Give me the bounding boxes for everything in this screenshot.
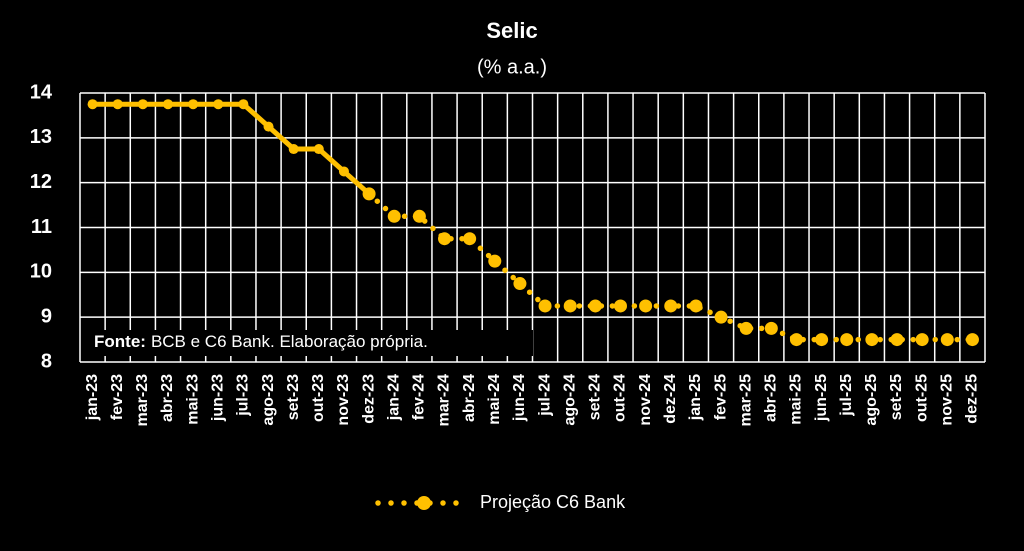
x-tick-label: jun-23 [209,374,226,422]
x-tick-label: mar-23 [134,374,151,427]
x-tick-label: ago-24 [561,374,578,426]
x-tick-label: out-25 [913,374,930,422]
source-note: Fonte: BCB e C6 Bank. Elaboração própria. [88,330,533,356]
point [313,144,324,155]
source-bg [88,330,533,356]
x-tick-label: mai-25 [788,374,805,425]
point [689,299,703,313]
x-tick-label: abr-23 [159,374,176,422]
point [664,299,678,313]
point [588,299,602,313]
point [613,299,627,313]
x-tick-label: out-24 [612,374,629,422]
x-tick-label: dez-23 [360,374,377,424]
y-tick-label: 10 [30,261,52,283]
point [513,277,527,291]
x-tick-label: mar-25 [737,374,754,427]
point [463,232,477,246]
x-tick-label: mai-24 [486,374,503,425]
x-tick-label: fev-23 [109,374,126,420]
x-tick-label: fev-24 [411,374,428,420]
point [890,333,904,347]
point [112,99,123,110]
point [387,209,401,223]
chart-subtitle: (% a.a.) [477,56,547,78]
chart-title: Selic [486,18,537,43]
point [739,321,753,335]
x-tick-label: jun-24 [511,374,528,422]
source-text: Fonte: BCB e C6 Bank. Elaboração própria. [94,332,428,351]
point [714,310,728,324]
point [213,99,224,110]
x-tick-label: set-25 [888,374,905,420]
x-tick-label: ago-23 [260,374,277,426]
x-tick-label: jul-23 [235,374,252,417]
y-tick-label: 13 [30,126,52,148]
x-tick-label: jun-25 [813,374,830,422]
point [263,121,274,132]
x-tick-label: fev-25 [712,374,729,420]
x-tick-label: out-23 [310,374,327,422]
point [362,187,376,201]
y-tick-label: 9 [41,305,52,327]
x-tick-label: dez-24 [662,374,679,424]
source-body: BCB e C6 Bank. Elaboração própria. [151,332,428,351]
y-tick-label: 12 [30,171,52,193]
y-tick-label: 14 [30,81,53,103]
x-tick-label: mar-24 [436,374,453,427]
y-tick-label: 11 [31,216,52,238]
point [137,99,148,110]
point [338,166,349,177]
point [865,333,879,347]
point [915,333,929,347]
point [238,99,249,110]
x-tick-label: nov-24 [637,374,654,426]
point [412,209,426,223]
x-tick-label: abr-25 [763,374,780,422]
point [162,99,173,110]
x-tick-label: set-23 [285,374,302,420]
point [639,299,653,313]
x-tick-label: nov-23 [335,374,352,426]
point [87,99,98,110]
x-tick-label: dez-25 [964,374,981,424]
point [188,99,199,110]
x-tick-label: jan-25 [687,374,704,421]
x-tick-label: nov-25 [939,374,956,426]
x-tick-label: ago-25 [863,374,880,426]
x-tick-label: set-24 [587,374,604,420]
legend-marker [417,496,431,510]
x-tick-label: jul-24 [536,374,553,417]
point [288,144,299,155]
source-label: Fonte: [94,332,146,351]
x-tick-label: mai-23 [184,374,201,425]
legend-label: Projeção C6 Bank [480,492,626,512]
point [965,333,979,347]
point [840,333,854,347]
y-tick-label: 8 [41,350,52,372]
point [940,333,954,347]
point [488,254,502,268]
point [538,299,552,313]
x-tick-label: jul-25 [838,374,855,417]
x-tick-label: jan-24 [385,374,402,421]
point [815,333,829,347]
point [789,333,803,347]
point [563,299,577,313]
x-tick-label: abr-24 [461,374,478,422]
point [438,232,452,246]
x-tick-label: jan-23 [84,374,101,421]
point [764,321,778,335]
